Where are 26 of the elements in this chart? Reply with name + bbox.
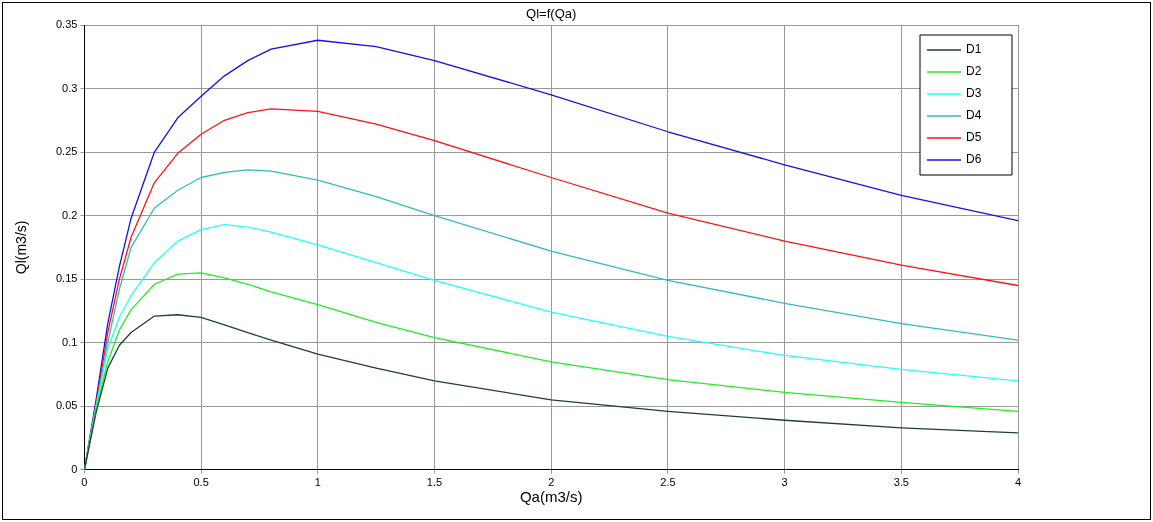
legend-label: D4	[966, 108, 982, 123]
y-tick-label: 0.35	[55, 18, 78, 31]
x-tick-label: 1	[314, 476, 321, 489]
legend-label: D2	[966, 64, 982, 79]
y-tick-label: 0.15	[55, 272, 78, 285]
legend-label: D5	[966, 130, 982, 145]
x-tick-label: 1.5	[426, 476, 443, 489]
x-tick-label: 4	[1014, 476, 1022, 489]
x-tick-label: 0	[81, 476, 88, 489]
x-tick-label: 0.5	[193, 476, 209, 489]
y-tick-label: 0.05	[55, 399, 78, 412]
x-axis-title: Qa(m3/s)	[519, 487, 583, 505]
y-tick-label: 0	[71, 462, 78, 475]
legend-label: D1	[966, 42, 982, 57]
y-tick-label: 0.2	[62, 208, 78, 221]
x-tick-label: 2.5	[660, 476, 676, 489]
x-tick-label: 3	[781, 476, 788, 489]
y-axis-title: Ql(m3/s)	[13, 220, 30, 275]
legend-label: D6	[966, 152, 982, 167]
x-tick-label: 3.5	[893, 476, 909, 489]
x-tick-label: 2	[548, 476, 555, 489]
y-tick-label: 0.25	[55, 145, 78, 158]
y-tick-label: 0.1	[62, 335, 78, 348]
chart-title: Ql=f(Qa)	[526, 6, 577, 22]
legend-label: D3	[966, 86, 982, 101]
y-tick-label: 0.3	[62, 81, 78, 94]
